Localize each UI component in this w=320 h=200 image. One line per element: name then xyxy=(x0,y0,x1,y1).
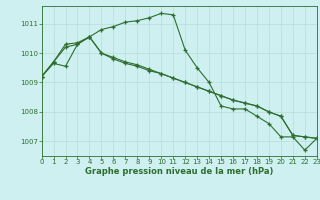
X-axis label: Graphe pression niveau de la mer (hPa): Graphe pression niveau de la mer (hPa) xyxy=(85,167,273,176)
